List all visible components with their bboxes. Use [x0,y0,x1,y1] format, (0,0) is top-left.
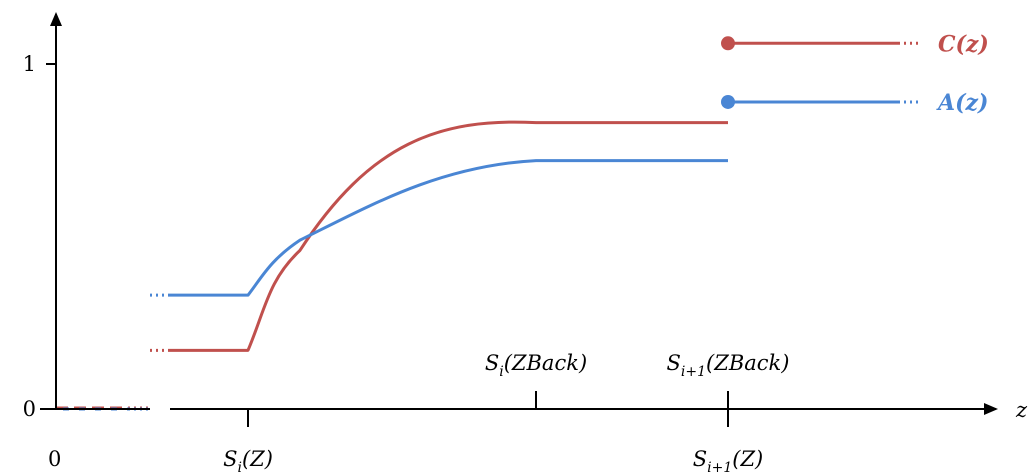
x-tick-base: S [667,351,681,375]
x-tick-arg: (ZBack) [706,351,789,375]
x-tick-sub: i [499,364,503,380]
series-az-closed-point [721,94,735,109]
legend-cz: C(z) [938,31,989,57]
x-tick-arg: (Z) [242,447,273,471]
y-tick-label: 1 [23,52,36,76]
series-az-curve [168,159,728,297]
x-tick-label-sizback: Si(ZBack) [485,351,587,380]
x-tick-label-siz: Si(Z) [223,447,273,475]
x-tick-sub: i [237,460,241,475]
x-origin-label: 0 [48,447,61,471]
series-cz-closed-point [721,36,735,51]
x-tick-arg: (ZBack) [504,351,587,375]
y-tick-label: 0 [23,397,36,421]
x-tick-sub: i+1 [707,460,732,475]
x-tick-sub: i+1 [681,364,706,380]
x-tick-arg: (Z) [732,447,763,471]
x-tick-label-si1z: Si+1(Z) [693,447,764,475]
legend-az: A(z) [936,90,988,116]
x-tick-label-si1zback: Si+1(ZBack) [667,351,790,380]
x-axis-label: z [1015,398,1028,422]
series-cz-curve [168,120,728,352]
x-tick-base: S [485,351,499,375]
x-tick-base: S [693,447,707,471]
x-tick-base: S [223,447,237,471]
